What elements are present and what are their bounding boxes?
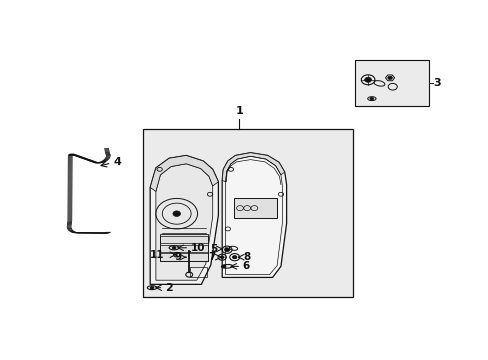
Circle shape (150, 286, 154, 289)
Bar (233, 198, 277, 218)
Bar (189, 267, 206, 278)
Polygon shape (222, 153, 284, 182)
Bar (354, 60, 428, 105)
Bar (160, 253, 207, 261)
Text: 8: 8 (243, 252, 250, 262)
Polygon shape (150, 156, 218, 192)
Circle shape (232, 256, 237, 259)
Polygon shape (222, 153, 286, 278)
Text: 6: 6 (242, 261, 249, 271)
Circle shape (173, 211, 180, 216)
Text: 9: 9 (174, 252, 181, 262)
Circle shape (220, 256, 224, 258)
Text: 7: 7 (208, 252, 215, 262)
Bar (160, 234, 207, 261)
Text: 3: 3 (433, 78, 440, 88)
Circle shape (222, 265, 225, 268)
Text: 10: 10 (190, 243, 205, 253)
Text: 1: 1 (235, 106, 243, 116)
Text: 4: 4 (113, 157, 121, 167)
Bar (160, 237, 207, 243)
Circle shape (172, 246, 176, 249)
Polygon shape (150, 156, 218, 284)
Polygon shape (156, 164, 212, 280)
Bar (142, 129, 352, 297)
Text: 5: 5 (210, 244, 217, 254)
Circle shape (224, 248, 229, 252)
Circle shape (369, 97, 373, 100)
Circle shape (364, 77, 371, 82)
Circle shape (387, 76, 391, 80)
Bar (160, 245, 207, 252)
Text: 11: 11 (150, 250, 164, 260)
Text: 2: 2 (164, 283, 172, 293)
